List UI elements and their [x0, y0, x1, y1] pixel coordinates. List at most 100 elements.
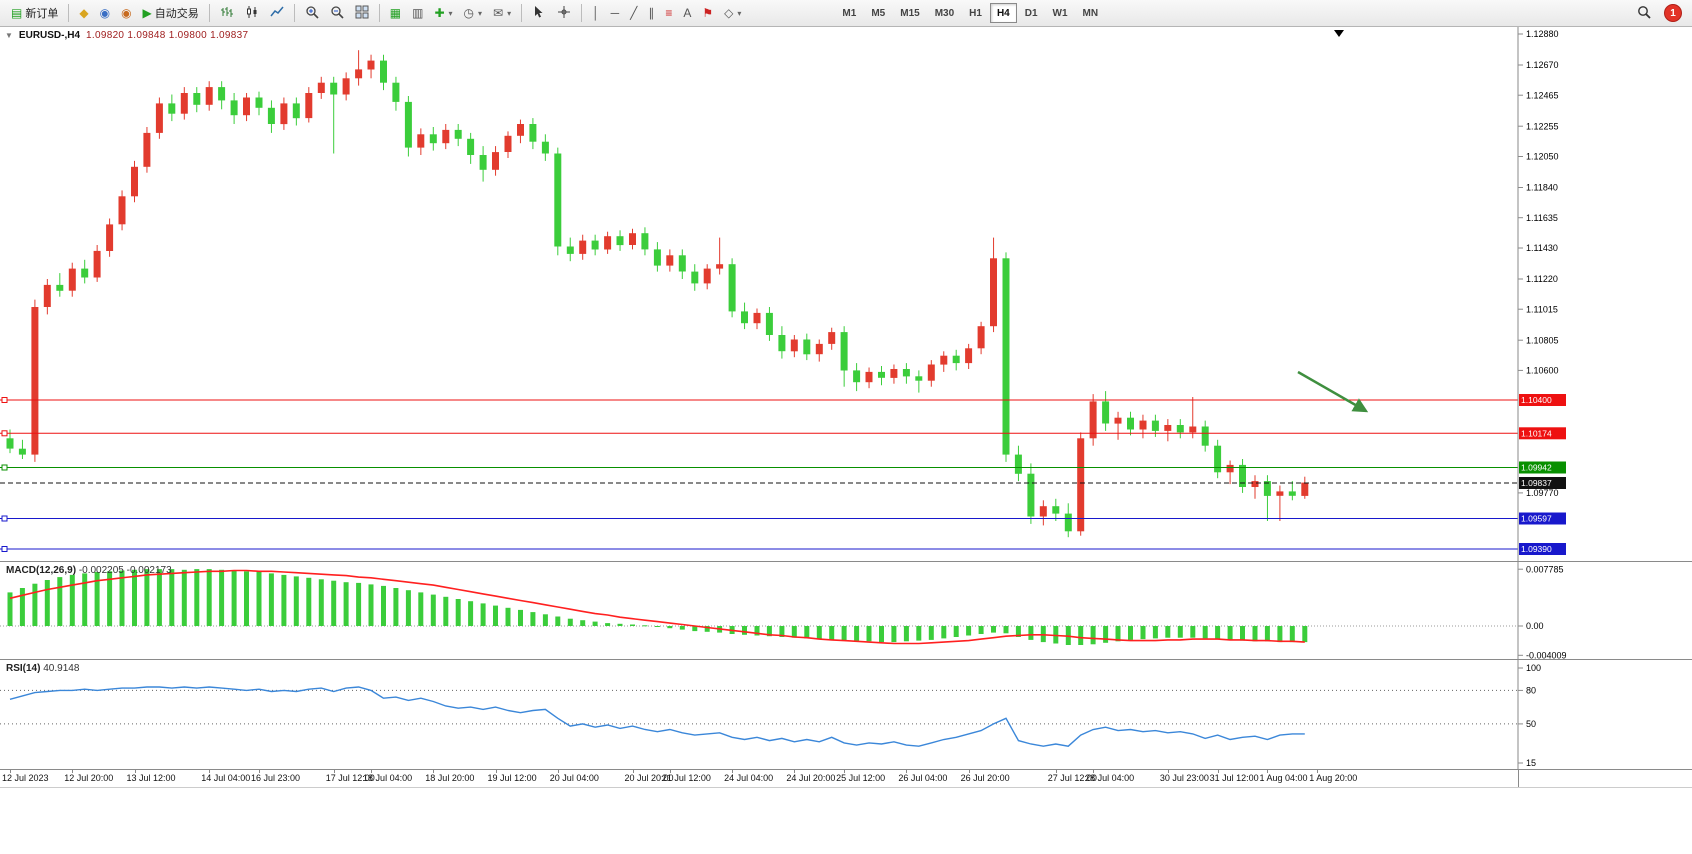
channel-tool-button[interactable]: ∥: [643, 2, 659, 24]
main-chart-canvas[interactable]: 1.12880 1.12670 1.12465 1.12255 1.12050 1.118…: [0, 27, 1692, 561]
templates-button[interactable]: ✉ ▾: [488, 2, 516, 24]
timeframe-button-m15[interactable]: M15: [893, 3, 926, 23]
hline-handle[interactable]: [1, 464, 8, 471]
mql-wizard-button[interactable]: ◆: [74, 2, 93, 24]
news-button[interactable]: ◉: [116, 2, 136, 24]
vertical-line-tool-button[interactable]: │: [587, 2, 605, 24]
text-tool-button[interactable]: A: [678, 2, 696, 24]
timeframe-button-w1[interactable]: W1: [1046, 3, 1075, 23]
time-axis-label: 30 Jul 23:00: [1159, 773, 1209, 783]
timeframe-button-mn[interactable]: MN: [1076, 3, 1106, 23]
arrange-charts-icon: ▦: [389, 6, 402, 20]
candlesticks[interactable]: [6, 50, 1309, 538]
tile-windows-icon: [355, 5, 369, 22]
cascade-charts-button[interactable]: ▥: [407, 2, 428, 24]
zoom-in-button[interactable]: [300, 2, 324, 24]
search-button[interactable]: [1632, 2, 1656, 24]
hline-handle[interactable]: [1, 397, 8, 403]
chevron-down-icon: ▾: [478, 8, 483, 18]
price-axis-label: 1.12050: [1526, 152, 1559, 162]
timeframe-button-m1[interactable]: M1: [835, 3, 863, 23]
macd-canvas[interactable]: 0.007785 0.00 -0.004009: [0, 562, 1692, 661]
candlestick-chart-type-button[interactable]: [240, 2, 264, 24]
arrange-charts-button[interactable]: ▦: [385, 2, 406, 24]
time-axis-label: 12 Jul 2023: [2, 773, 49, 783]
chart-shift-marker[interactable]: [1334, 30, 1344, 37]
time-axis-label: 20 Jul 04:00: [549, 773, 599, 783]
crosshair-icon: [557, 5, 571, 22]
rsi-label: RSI(14) 40.9148: [6, 663, 79, 674]
autotrade-label: 自动交易: [154, 8, 199, 20]
rsi-name: RSI(14): [6, 663, 41, 674]
timeframe-button-h4[interactable]: H4: [989, 3, 1017, 23]
tile-windows-button[interactable]: [350, 2, 374, 24]
cursor-button[interactable]: [527, 2, 551, 24]
macd-signal-value: -0.002173: [126, 565, 172, 576]
time-axis-label: 21 Jul 12:00: [661, 773, 711, 783]
timeframe-button-m30[interactable]: M30: [928, 3, 961, 23]
time-axis[interactable]: 12 Jul 2023 12 Jul 20:00 13 Jul 12:00 14 Ju…: [0, 770, 1692, 788]
bar-chart-type-button[interactable]: [215, 2, 239, 24]
label-tool-button[interactable]: ⚑: [697, 2, 718, 24]
time-axis-label: 28 Jul 04:00: [1085, 773, 1135, 783]
cursor-icon: [532, 5, 546, 22]
macd-axis-label: 0.00: [1526, 621, 1544, 631]
line-chart-type-button[interactable]: [265, 2, 289, 24]
price-axis-label: 1.12880: [1526, 29, 1559, 39]
price-axis-label: 1.10805: [1526, 335, 1559, 345]
rsi-axis[interactable]: [1519, 660, 1692, 769]
time-tick: [259, 770, 260, 773]
toolbar-right: 1: [1632, 2, 1686, 24]
new-order-button[interactable]: ▤ 新订单: [6, 2, 63, 24]
time-axis-label: 1 Aug 20:00: [1309, 773, 1358, 783]
hline-handle[interactable]: [1, 430, 8, 437]
chart-header: ▼ EURUSD-,H4 1.09820 1.09848 1.09800 1.0…: [5, 30, 248, 41]
shapes-tool-button[interactable]: ◇ ▾: [719, 2, 746, 24]
shapes-icon: ◇: [724, 6, 734, 20]
time-axis-label: 25 Jul 12:00: [836, 773, 886, 783]
price-axis-label: 1.11840: [1526, 183, 1558, 193]
one-click-trading-toggle[interactable]: ▼: [5, 31, 13, 40]
time-axis-label: 24 Jul 20:00: [786, 773, 836, 783]
price-axis-label: 1.11635: [1526, 213, 1558, 223]
profile-button[interactable]: ◉: [95, 2, 115, 24]
chevron-down-icon: ▾: [737, 8, 742, 18]
time-tick: [794, 770, 796, 773]
macd-axis[interactable]: [1519, 562, 1692, 659]
fibonacci-tool-button[interactable]: ≡: [660, 2, 677, 24]
timeframe-group: M1 M5 M15 M30 H1 H4 D1 W1 MN: [835, 3, 1105, 23]
axis-border: [1518, 770, 1519, 787]
macd-name: MACD(12,26,9): [6, 565, 77, 576]
time-axis-label: 1 Aug 04:00: [1259, 773, 1308, 783]
hline-handle[interactable]: [1, 515, 8, 522]
zoom-out-button[interactable]: [325, 2, 349, 24]
rsi-pane: 100 80 50 15 RSI(14) 40.9148: [0, 660, 1692, 770]
time-tick: [72, 770, 74, 773]
time-axis-label: 18 Jul 20:00: [425, 773, 475, 783]
autotrade-button[interactable]: ▶ 自动交易: [138, 2, 204, 24]
bar-chart-icon: [220, 5, 234, 22]
trendline-tool-button[interactable]: ╱: [625, 2, 642, 24]
horizontal-line-tool-button[interactable]: ─: [606, 2, 625, 24]
time-axis-label: 17 Jul 12:00: [325, 773, 375, 783]
timeframe-button-m5[interactable]: M5: [864, 3, 892, 23]
price-badge: [1519, 477, 1566, 489]
line-chart-icon: [270, 5, 284, 22]
crosshair-button[interactable]: [552, 2, 576, 24]
price-badge-label: 1.10400: [1521, 395, 1552, 405]
trendline-icon: ╱: [630, 6, 638, 20]
periods-button[interactable]: ◷ ▾: [459, 2, 488, 24]
price-axis-label: 1.09770: [1526, 488, 1559, 498]
indicators-button[interactable]: ✚ ▾: [429, 2, 457, 24]
timeframe-button-d1[interactable]: D1: [1018, 3, 1045, 23]
hline-handle[interactable]: [1, 546, 8, 552]
notification-badge[interactable]: 1: [1664, 4, 1682, 22]
timeframe-button-h1[interactable]: H1: [962, 3, 989, 23]
rsi-canvas[interactable]: 100 80 50 15: [0, 660, 1692, 769]
time-tick: [732, 770, 734, 773]
arrow-annotation[interactable]: [1297, 370, 1369, 413]
macd-signal-line: [9, 569, 1305, 645]
toolbar-separator: [208, 4, 210, 22]
profile-icon: ◉: [99, 6, 111, 20]
time-axis-label: 16 Jul 23:00: [251, 773, 301, 783]
